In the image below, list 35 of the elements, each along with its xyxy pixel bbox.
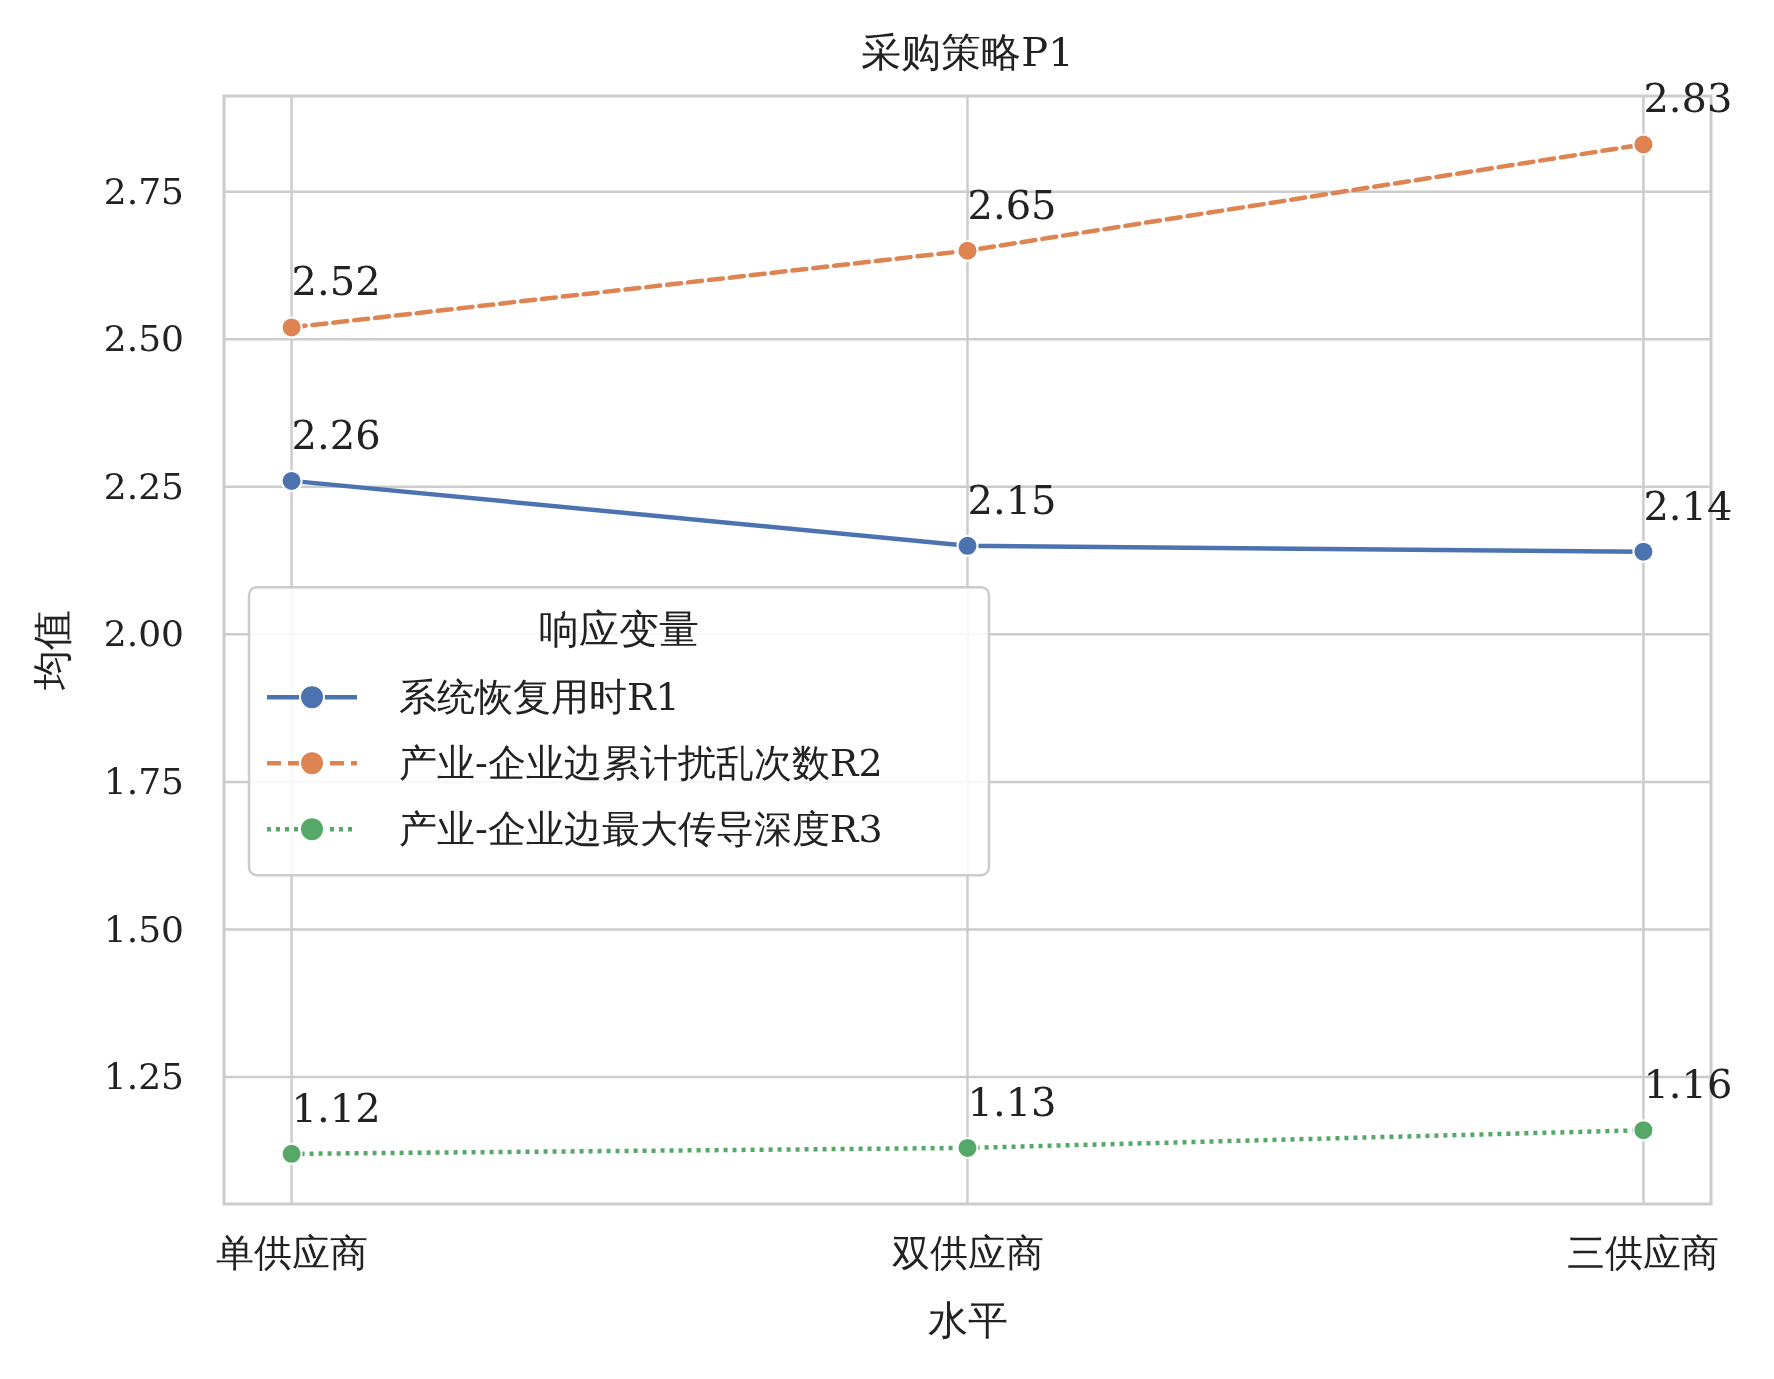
point xyxy=(1632,133,1655,156)
point xyxy=(956,1136,979,1159)
x-tick-label: 双供应商 xyxy=(891,1231,1044,1275)
y-tick-label: 1.75 xyxy=(103,760,184,802)
legend-title: 响应变量 xyxy=(539,606,699,653)
data-label: 2.15 xyxy=(967,476,1057,523)
data-label: 2.83 xyxy=(1643,75,1733,122)
data-label: 1.16 xyxy=(1643,1061,1733,1108)
data-label: 2.65 xyxy=(967,181,1057,228)
point xyxy=(280,316,303,339)
data-label: 2.26 xyxy=(291,411,381,458)
legend-label: 产业-企业边累计扰乱次数R2 xyxy=(399,741,883,786)
x-axis-title: 水平 xyxy=(927,1297,1008,1343)
y-tick-label: 1.50 xyxy=(103,908,184,950)
point xyxy=(956,239,979,262)
data-label: 1.12 xyxy=(291,1084,381,1131)
point xyxy=(956,534,979,557)
legend-label: 产业-企业边最大传导深度R3 xyxy=(399,807,883,852)
x-tick-label: 三供应商 xyxy=(1567,1231,1720,1275)
data-label: 2.14 xyxy=(1643,482,1733,529)
y-tick-label: 1.25 xyxy=(103,1056,184,1098)
y-tick-label: 2.50 xyxy=(103,318,184,360)
point xyxy=(1632,540,1655,563)
point xyxy=(280,1142,303,1165)
y-tick-label: 2.75 xyxy=(103,170,184,212)
data-label: 1.13 xyxy=(967,1078,1057,1125)
point xyxy=(280,469,303,492)
point xyxy=(1632,1119,1655,1142)
y-tick-label: 2.25 xyxy=(103,465,184,507)
legend-label: 系统恢复用时R1 xyxy=(399,675,680,720)
chart-title: 采购策略P1 xyxy=(861,29,1074,75)
y-tick-label: 2.00 xyxy=(103,613,184,655)
data-label: 2.52 xyxy=(291,258,381,305)
x-tick-label: 单供应商 xyxy=(215,1231,368,1275)
y-axis-title: 均值 xyxy=(29,610,75,691)
